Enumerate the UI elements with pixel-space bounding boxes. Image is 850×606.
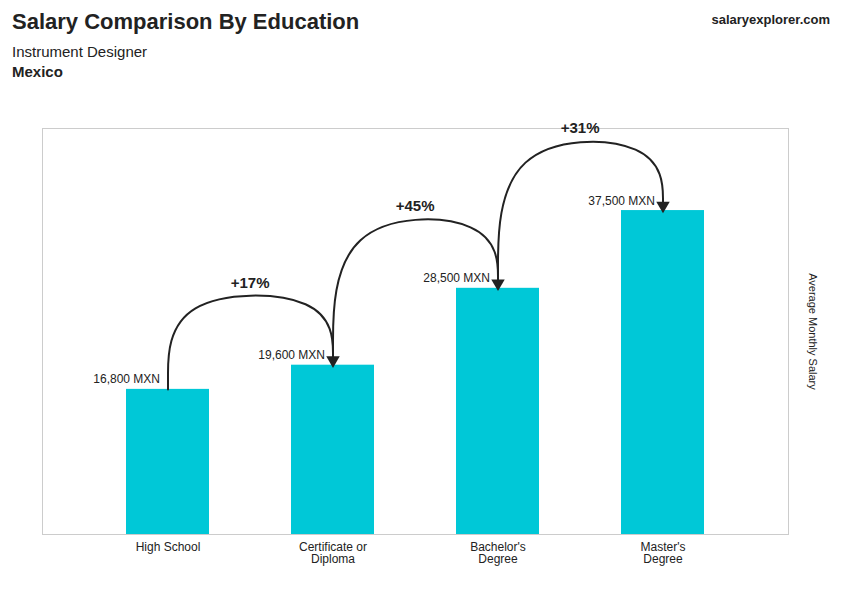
svg-text:+45%: +45%: [396, 197, 435, 214]
svg-text:28,500 MXN: 28,500 MXN: [423, 271, 490, 285]
svg-text:+17%: +17%: [231, 274, 270, 291]
svg-text:16,800 MXN: 16,800 MXN: [93, 372, 160, 386]
html-text:Instrument Designer: Instrument Designer: [12, 43, 148, 60]
html-text:Salary Comparison By Education: Salary Comparison By Education: [12, 9, 360, 34]
svg-text:Bachelor'sDegree: Bachelor'sDegree: [470, 540, 526, 566]
html-text:Mexico: Mexico: [12, 63, 63, 80]
svg-text:Average Monthly Salary: Average Monthly Salary: [807, 273, 819, 390]
html-text:salary explorer.com: salary explorer.com: [711, 12, 830, 27]
svg-text:+31%: +31%: [561, 119, 600, 136]
svg-text:19,600 MXN: 19,600 MXN: [258, 348, 325, 362]
svg-text:Certificate orDiploma: Certificate orDiploma: [299, 540, 367, 566]
svg-text:37,500 MXN: 37,500 MXN: [588, 194, 655, 208]
svg-text:High School: High School: [136, 540, 201, 554]
svg-text:Master'sDegree: Master'sDegree: [641, 540, 686, 566]
